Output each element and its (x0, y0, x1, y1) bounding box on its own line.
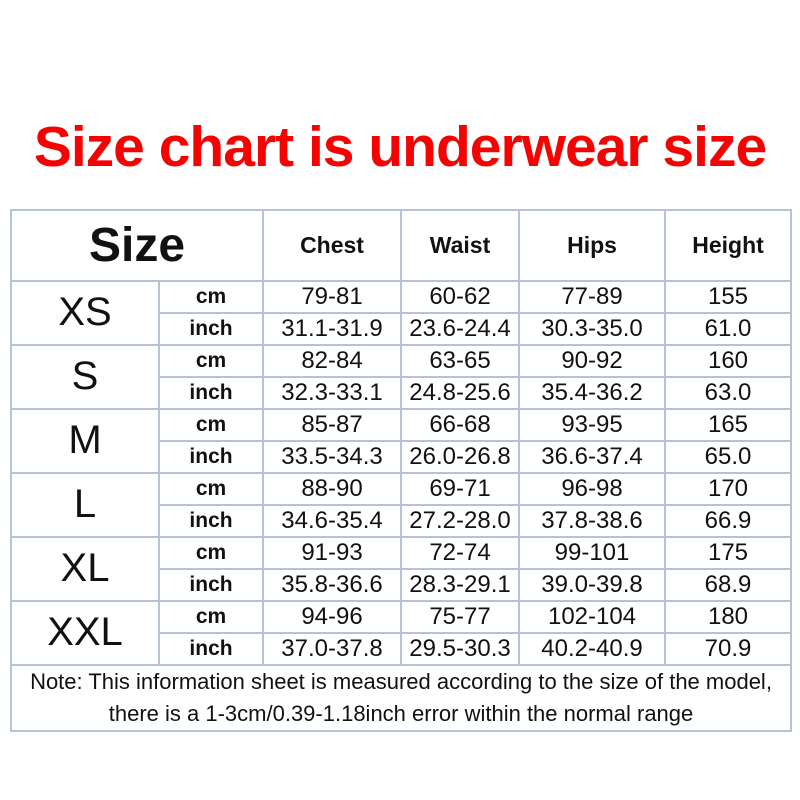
column-header-size: Size (9, 208, 265, 282)
table-row-xxl-inch: inch 37.0-37.8 29.5-30.3 40.2-40.9 70.9 (11, 631, 793, 666)
page-title: Size chart is underwear size (33, 115, 767, 179)
value-cell: 75-77 (400, 599, 521, 634)
size-chart-table: Size Chest Waist Hips Height XS cm 79-81… (9, 208, 793, 732)
size-label-xxl: XXL (10, 599, 160, 666)
value-cell: 91-93 (262, 535, 403, 570)
note-cell: Note: This information sheet is measured… (9, 663, 793, 732)
value-cell: 60-62 (400, 279, 521, 314)
unit-label-cm: cm (157, 279, 265, 314)
value-cell: 33.5-34.3 (262, 439, 403, 474)
value-cell: 35.4-36.2 (518, 375, 667, 410)
value-cell: 155 (664, 279, 793, 314)
value-cell: 94-96 (262, 599, 403, 634)
column-header-waist: Waist (400, 208, 521, 282)
value-cell: 30.3-35.0 (518, 311, 667, 346)
unit-label-inch: inch (157, 567, 265, 602)
value-cell: 65.0 (664, 439, 793, 474)
value-cell: 34.6-35.4 (262, 503, 403, 538)
value-cell: 63-65 (400, 343, 521, 378)
value-cell: 82-84 (262, 343, 403, 378)
size-label-xl: XL (10, 535, 160, 602)
value-cell: 79-81 (262, 279, 403, 314)
value-cell: 90-92 (518, 343, 667, 378)
table-row-s-inch: inch 32.3-33.1 24.8-25.6 35.4-36.2 63.0 (11, 375, 793, 410)
value-cell: 66.9 (664, 503, 793, 538)
value-cell: 180 (664, 599, 793, 634)
value-cell: 36.6-37.4 (518, 439, 667, 474)
value-cell: 99-101 (518, 535, 667, 570)
table-row-xl-cm: XL cm 91-93 72-74 99-101 175 (10, 535, 793, 602)
unit-label-inch: inch (157, 311, 265, 346)
size-label-m: M (10, 407, 160, 474)
unit-label-cm: cm (157, 535, 265, 570)
value-cell: 88-90 (262, 471, 403, 506)
table-row-xs-cm: XS cm 79-81 60-62 77-89 155 (10, 279, 793, 346)
column-header-hips: Hips (518, 208, 667, 282)
unit-label-inch: inch (157, 439, 265, 474)
value-cell: 23.6-24.4 (400, 311, 521, 346)
unit-label-inch: inch (157, 375, 265, 410)
value-cell: 85-87 (262, 407, 403, 442)
value-cell: 61.0 (664, 311, 793, 346)
value-cell: 27.2-28.0 (400, 503, 521, 538)
value-cell: 165 (664, 407, 793, 442)
value-cell: 40.2-40.9 (518, 631, 667, 666)
value-cell: 26.0-26.8 (400, 439, 521, 474)
table-row-l-cm: L cm 88-90 69-71 96-98 170 (10, 471, 793, 538)
value-cell: 69-71 (400, 471, 521, 506)
value-cell: 39.0-39.8 (518, 567, 667, 602)
table-row-xxl-cm: XXL cm 94-96 75-77 102-104 180 (10, 599, 793, 666)
size-label-xs: XS (10, 279, 160, 346)
unit-label-inch: inch (157, 503, 265, 538)
value-cell: 96-98 (518, 471, 667, 506)
unit-label-cm: cm (157, 471, 265, 506)
table-note-row: Note: This information sheet is measured… (9, 663, 793, 732)
value-cell: 175 (664, 535, 793, 570)
column-header-chest: Chest (262, 208, 403, 282)
value-cell: 93-95 (518, 407, 667, 442)
value-cell: 63.0 (664, 375, 793, 410)
table-row-l-inch: inch 34.6-35.4 27.2-28.0 37.8-38.6 66.9 (11, 503, 793, 538)
value-cell: 70.9 (664, 631, 793, 666)
value-cell: 170 (664, 471, 793, 506)
value-cell: 66-68 (400, 407, 521, 442)
size-label-s: S (10, 343, 160, 410)
table-row-m-cm: M cm 85-87 66-68 93-95 165 (10, 407, 793, 474)
value-cell: 37.0-37.8 (262, 631, 403, 666)
unit-label-cm: cm (157, 407, 265, 442)
table-row-xs-inch: inch 31.1-31.9 23.6-24.4 30.3-35.0 61.0 (11, 311, 793, 346)
unit-label-cm: cm (157, 343, 265, 378)
unit-label-inch: inch (157, 631, 265, 666)
value-cell: 102-104 (518, 599, 667, 634)
value-cell: 32.3-33.1 (262, 375, 403, 410)
table-row-m-inch: inch 33.5-34.3 26.0-26.8 36.6-37.4 65.0 (11, 439, 793, 474)
value-cell: 160 (664, 343, 793, 378)
value-cell: 77-89 (518, 279, 667, 314)
value-cell: 37.8-38.6 (518, 503, 667, 538)
note-line-2: there is a 1-3cm/0.39-1.18inch error wit… (108, 700, 694, 726)
size-label-l: L (10, 471, 160, 538)
value-cell: 68.9 (664, 567, 793, 602)
table-header-row: Size Chest Waist Hips Height (9, 208, 793, 282)
value-cell: 72-74 (400, 535, 521, 570)
value-cell: 24.8-25.6 (400, 375, 521, 410)
value-cell: 28.3-29.1 (400, 567, 521, 602)
value-cell: 31.1-31.9 (262, 311, 403, 346)
unit-label-cm: cm (157, 599, 265, 634)
note-line-1: Note: This information sheet is measured… (30, 668, 772, 694)
table-row-s-cm: S cm 82-84 63-65 90-92 160 (10, 343, 793, 410)
column-header-height: Height (664, 208, 793, 282)
value-cell: 29.5-30.3 (400, 631, 521, 666)
table-row-xl-inch: inch 35.8-36.6 28.3-29.1 39.0-39.8 68.9 (11, 567, 793, 602)
value-cell: 35.8-36.6 (262, 567, 403, 602)
